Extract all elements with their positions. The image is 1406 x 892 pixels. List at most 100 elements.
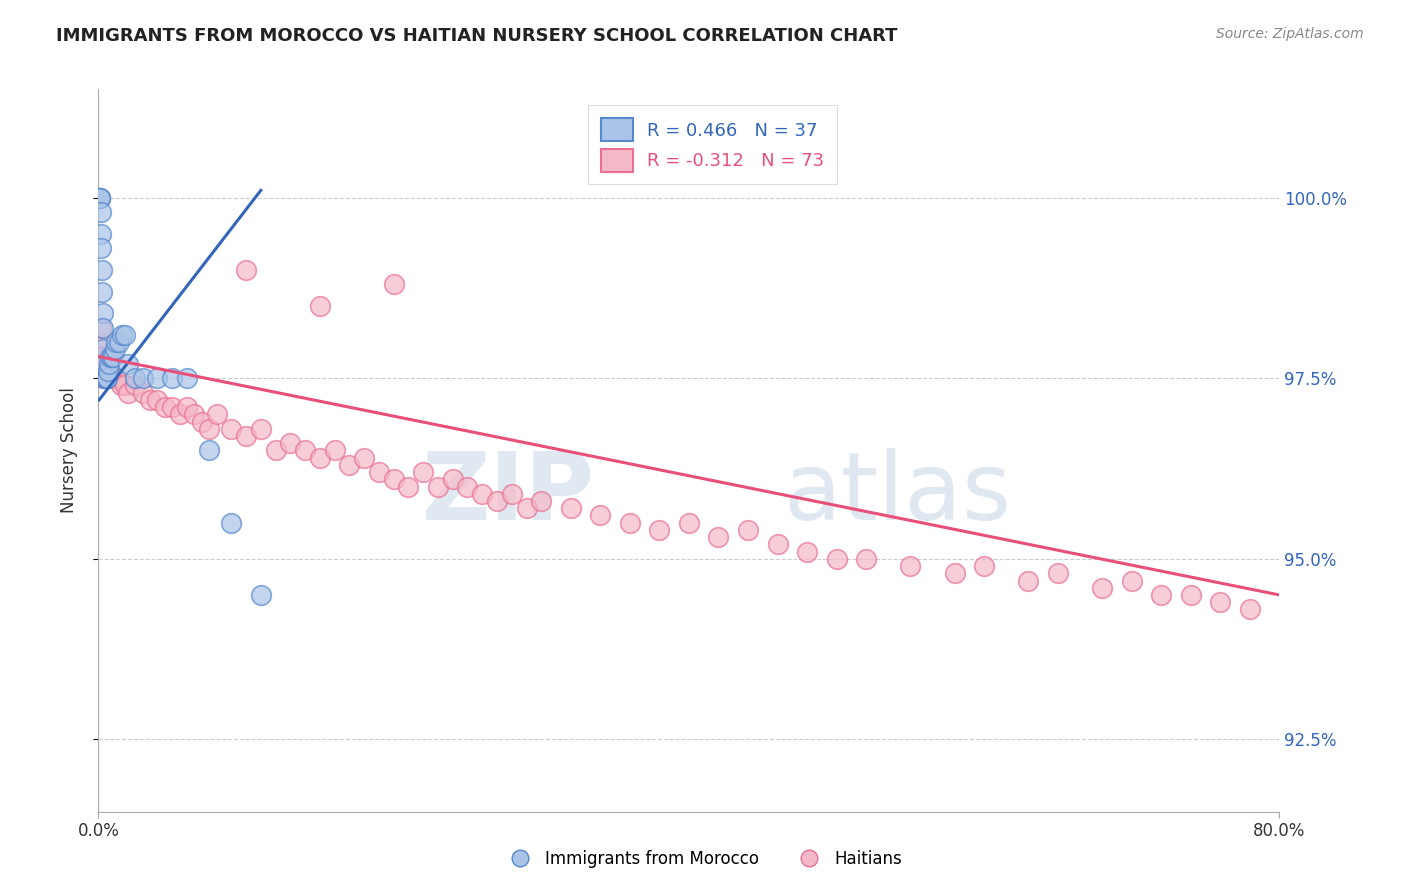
Legend: R = 0.466   N = 37, R = -0.312   N = 73: R = 0.466 N = 37, R = -0.312 N = 73 <box>588 105 837 185</box>
Point <box>250 422 273 436</box>
Point <box>89 191 111 205</box>
Point <box>105 335 128 350</box>
Point <box>89 191 111 205</box>
Point <box>91 371 114 385</box>
Point <box>353 450 375 465</box>
Point <box>264 443 287 458</box>
Point <box>973 559 995 574</box>
Point <box>191 415 214 429</box>
Point <box>457 480 479 494</box>
Point <box>103 371 125 385</box>
Point <box>94 364 117 378</box>
Point <box>103 350 125 364</box>
Point <box>90 262 112 277</box>
Point <box>1180 588 1202 602</box>
Point <box>100 350 122 364</box>
Point <box>339 458 361 472</box>
Point <box>146 392 169 407</box>
Point <box>398 480 420 494</box>
Point <box>176 371 198 385</box>
Point <box>105 371 128 385</box>
Point <box>309 299 332 313</box>
Point <box>89 335 111 350</box>
Point <box>124 378 146 392</box>
Point <box>678 516 700 530</box>
Point <box>427 480 450 494</box>
Legend: Immigrants from Morocco, Haitians: Immigrants from Morocco, Haitians <box>498 844 908 875</box>
Point <box>368 465 391 479</box>
Point <box>89 191 111 205</box>
Text: Source: ZipAtlas.com: Source: ZipAtlas.com <box>1216 27 1364 41</box>
Point <box>124 371 146 385</box>
Point <box>1239 602 1261 616</box>
Point <box>91 364 114 378</box>
Point <box>796 544 818 558</box>
Point <box>97 364 120 378</box>
Point <box>198 443 221 458</box>
Point <box>382 277 405 292</box>
Point <box>235 429 257 443</box>
Point <box>619 516 641 530</box>
Point <box>516 501 538 516</box>
Point <box>221 516 243 530</box>
Point <box>221 422 243 436</box>
Point <box>108 335 131 350</box>
Point <box>648 523 671 537</box>
Point <box>132 385 155 400</box>
Point <box>707 530 730 544</box>
Point <box>90 241 112 255</box>
Point <box>114 327 136 342</box>
Point <box>91 306 114 320</box>
Point <box>90 205 112 219</box>
Point <box>1209 595 1232 609</box>
Point <box>471 487 494 501</box>
Point <box>91 285 114 299</box>
Point <box>96 371 118 385</box>
Point <box>1121 574 1143 588</box>
Point <box>280 436 302 450</box>
Text: atlas: atlas <box>783 448 1012 540</box>
Point <box>162 371 183 385</box>
Point <box>89 191 111 205</box>
Point <box>382 472 405 486</box>
Point <box>96 371 118 385</box>
Point <box>110 378 132 392</box>
Point <box>176 400 198 414</box>
Point <box>104 343 127 357</box>
Point <box>139 392 162 407</box>
Text: IMMIGRANTS FROM MOROCCO VS HAITIAN NURSERY SCHOOL CORRELATION CHART: IMMIGRANTS FROM MOROCCO VS HAITIAN NURSE… <box>56 27 898 45</box>
Point <box>90 227 112 241</box>
Point <box>132 371 155 385</box>
Point <box>737 523 759 537</box>
Point <box>501 487 523 501</box>
Point <box>198 422 221 436</box>
Point <box>153 400 176 414</box>
Point <box>825 552 848 566</box>
Point <box>1047 566 1070 581</box>
Point <box>183 407 205 421</box>
Point <box>117 385 139 400</box>
Point <box>90 320 112 334</box>
Point <box>97 357 120 371</box>
Point <box>111 327 134 342</box>
Point <box>560 501 582 516</box>
Point <box>235 262 257 277</box>
Point <box>1150 588 1173 602</box>
Point <box>486 494 509 508</box>
Point <box>1091 581 1114 595</box>
Point <box>146 371 169 385</box>
Point <box>93 357 115 371</box>
Point <box>530 494 553 508</box>
Point <box>294 443 316 458</box>
Text: ZIP: ZIP <box>422 448 595 540</box>
Point <box>412 465 434 479</box>
Point <box>162 400 183 414</box>
Point <box>98 350 121 364</box>
Point <box>90 350 112 364</box>
Point <box>93 357 115 371</box>
Point <box>91 320 114 334</box>
Point <box>250 588 273 602</box>
Point <box>323 443 346 458</box>
Point <box>766 537 789 551</box>
Point <box>943 566 966 581</box>
